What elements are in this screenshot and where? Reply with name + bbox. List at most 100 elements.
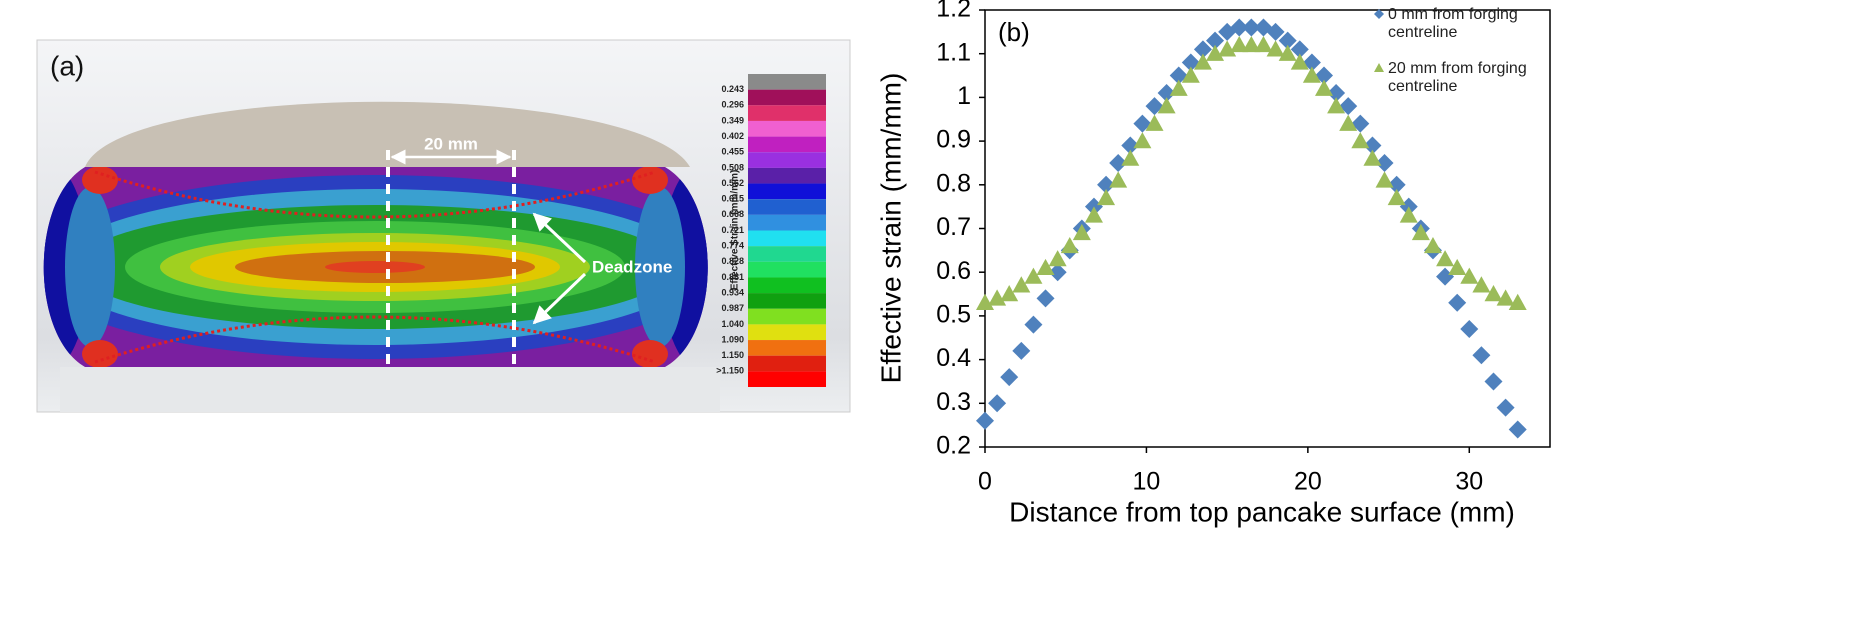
y-axis-label: Effective strain (mm/mm) [875, 73, 906, 384]
colorbar-label: 0.934 [721, 287, 744, 297]
colorbar-label: 0.562 [721, 178, 744, 188]
colorbar-swatch [748, 261, 826, 278]
data-point [1109, 171, 1128, 188]
colorbar-label: 0.615 [721, 194, 744, 204]
y-tick-label: 0.3 [936, 388, 971, 416]
colorbar-swatch [748, 105, 826, 121]
data-point [1315, 79, 1333, 96]
data-point [1508, 293, 1527, 310]
dimension-label: 20 mm [424, 134, 478, 153]
colorbar-swatch [748, 324, 826, 341]
data-point [1036, 289, 1055, 308]
legend-label: 0 mm from forging centreline [1388, 6, 1518, 41]
x-tick-label: 10 [1133, 468, 1161, 496]
data-point [1472, 276, 1491, 293]
die-dome [85, 101, 690, 167]
legend-symbol [1374, 9, 1384, 19]
data-point [1290, 40, 1309, 59]
data-point [1048, 263, 1067, 282]
data-point [1460, 320, 1479, 339]
data-point [1448, 293, 1467, 312]
colorbar-swatch [748, 293, 826, 309]
colorbar-swatch [748, 340, 826, 356]
deadzone-boundary [94, 315, 656, 364]
data-point [988, 394, 1007, 413]
data-point [1169, 66, 1188, 85]
data-point [1496, 398, 1515, 417]
data-point [1084, 206, 1103, 223]
colorbar-label: 0.349 [721, 115, 744, 125]
colorbar-swatch [748, 230, 826, 247]
colorbar-label: 0.774 [721, 241, 744, 251]
data-point [1024, 315, 1043, 334]
data-point [1484, 372, 1503, 391]
data-point [1193, 40, 1212, 59]
data-point [1012, 341, 1031, 360]
y-tick-label: 0.8 [936, 169, 971, 197]
data-point [1157, 84, 1176, 103]
colorbar-label: 0.402 [721, 131, 744, 141]
contour [660, 167, 708, 367]
data-point [1363, 136, 1382, 155]
legend-entry: 20 mm from forging centreline [1372, 60, 1542, 96]
floor-reflection [60, 367, 720, 412]
data-point [1266, 22, 1285, 41]
data-point [1266, 40, 1285, 57]
data-point [1387, 188, 1406, 206]
data-point [1121, 149, 1140, 166]
colorbar-label: 1.040 [721, 319, 744, 329]
data-point [1351, 114, 1370, 133]
panel-label: (b) [998, 17, 1030, 47]
data-point [1436, 250, 1455, 267]
data-point [1278, 31, 1297, 50]
legend-label: 20 mm from forging centreline [1388, 60, 1527, 95]
y-tick-label: 0.7 [936, 213, 971, 241]
colorbar-swatch [748, 120, 826, 137]
colorbar-label: >1.150 [716, 366, 744, 376]
colorbar-swatch [748, 74, 826, 90]
data-point [1193, 53, 1212, 70]
data-point [1436, 267, 1455, 286]
x-axis-label: Distance from top pancake surface (mm) [1009, 496, 1515, 527]
data-point [976, 411, 994, 430]
y-tick-label: 0.6 [936, 257, 971, 285]
contour [632, 340, 668, 367]
colorbar-label: 0.987 [721, 303, 744, 313]
colorbar-label: 0.721 [721, 225, 744, 235]
data-point [1036, 258, 1055, 276]
colorbar-swatch [748, 214, 826, 231]
y-tick-label: 1.2 [936, 0, 971, 23]
data-point [1169, 79, 1188, 96]
data-point [1145, 114, 1164, 131]
colorbar-label: 1.090 [721, 334, 744, 344]
legend-marker [1374, 63, 1384, 72]
annotation-arrow [532, 212, 587, 264]
data-point [1302, 53, 1321, 72]
colorbar-label: 0.243 [721, 84, 744, 94]
data-point [1000, 285, 1019, 302]
colorbar-swatch [748, 152, 826, 168]
data-point [1206, 31, 1225, 50]
colorbar-label: 0.828 [721, 256, 744, 266]
data-point [1230, 35, 1249, 53]
data-point [1024, 267, 1043, 284]
data-point [1121, 136, 1140, 155]
data-point [1097, 188, 1116, 206]
colorbar-label: 0.455 [721, 147, 744, 157]
contour [325, 261, 425, 273]
colorbar: 0.243 0.296 0.349 0.402 0.455 0.508 0.562 0.615… [716, 74, 826, 387]
panel-label: (a) [50, 50, 84, 81]
contour [82, 167, 118, 194]
data-point [1290, 53, 1309, 70]
data-point [1097, 175, 1116, 194]
contour [635, 187, 685, 347]
data-point [1133, 114, 1152, 133]
x-tick-label: 30 [1455, 468, 1483, 496]
x-tick-label: 20 [1294, 468, 1322, 496]
colorbar-swatch [748, 246, 826, 262]
data-point [1278, 44, 1297, 61]
data-point [1375, 153, 1394, 172]
data-point [1109, 153, 1128, 172]
colorbar-swatch [748, 308, 826, 325]
data-point [1181, 53, 1200, 72]
